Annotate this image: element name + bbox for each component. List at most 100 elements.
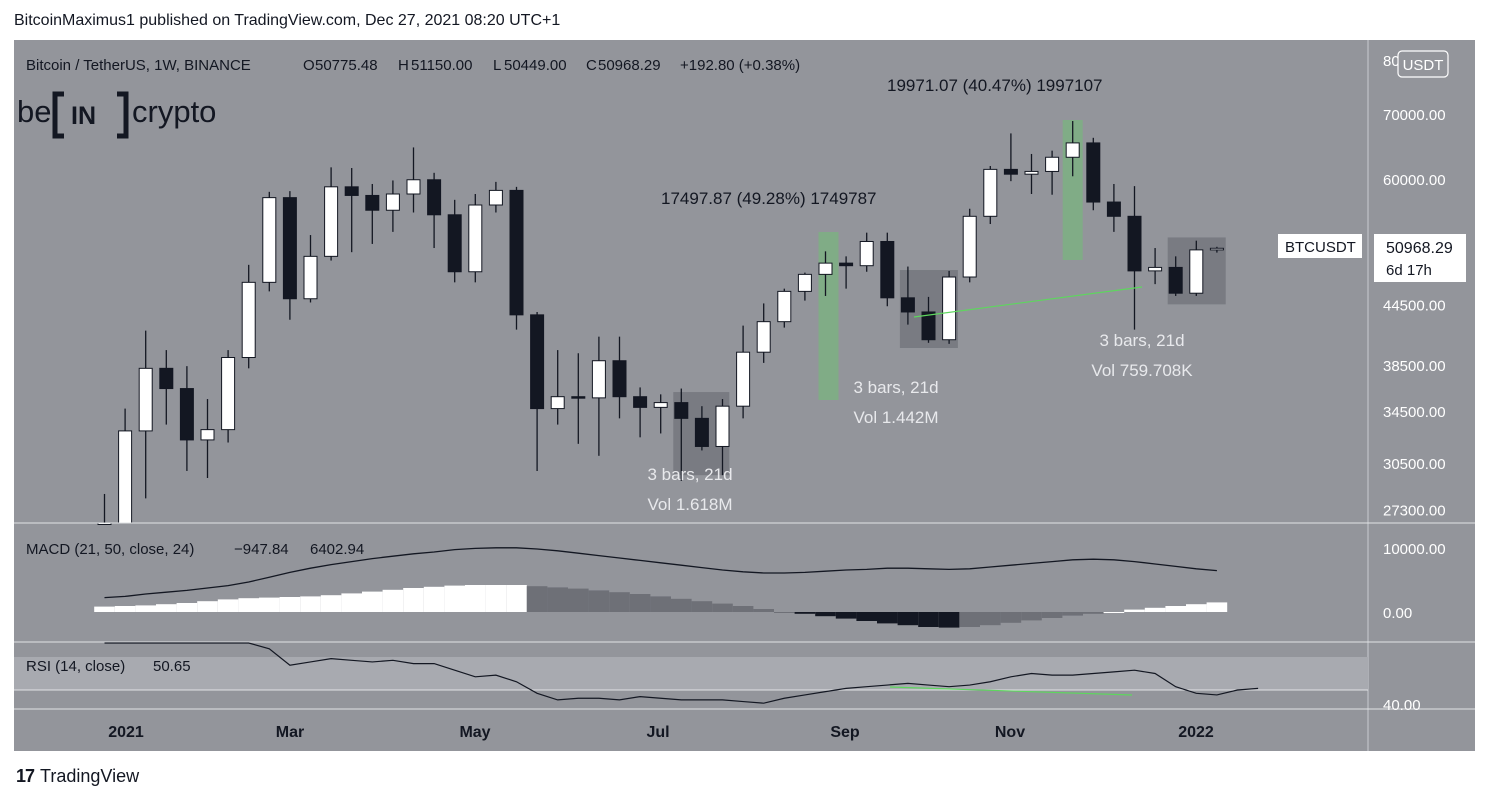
- time-axis-tick: 2021: [108, 724, 144, 741]
- candle-body: [900, 297, 915, 313]
- candle-body: [736, 351, 751, 407]
- macd-histogram-bar: [94, 606, 115, 612]
- macd-histogram-bar: [588, 590, 610, 612]
- candle-body: [921, 311, 936, 341]
- symbol-tag-text: BTCUSDT: [1285, 239, 1356, 256]
- macd-histogram-bar: [877, 612, 898, 624]
- candle-body: [859, 240, 874, 267]
- macd-histogram-bar: [300, 596, 321, 612]
- macd-histogram-bar: [1124, 609, 1145, 612]
- macd-histogram-bar: [918, 612, 939, 627]
- macd-histogram-bar: [341, 593, 362, 612]
- macd-histogram-bar: [980, 612, 1001, 626]
- macd-histogram-bar: [712, 603, 733, 612]
- macd-histogram-bar: [217, 599, 239, 612]
- legend-high: 51150.00: [411, 57, 472, 74]
- range-label-3-vol: Vol 759.708K: [1091, 361, 1193, 380]
- legend-close-label: C: [586, 57, 597, 74]
- macd-histogram-bar: [691, 601, 713, 612]
- price-axis-tick: 34500.00: [1383, 404, 1446, 421]
- candle-body: [324, 186, 339, 257]
- macd-histogram-bar: [1062, 612, 1083, 616]
- candle-body: [591, 360, 606, 399]
- macd-histogram-bar: [362, 591, 383, 612]
- chart-frame[interactable]: Bitcoin / TetherUS, 1W, BINANCE O 50775.…: [14, 40, 1475, 751]
- candle-body: [633, 396, 648, 408]
- candle-body: [653, 402, 668, 408]
- time-axis-tick: Nov: [995, 724, 1025, 741]
- candle-body: [962, 215, 977, 278]
- candle-body: [1045, 156, 1060, 172]
- candle-body: [571, 396, 586, 399]
- candle-body: [612, 360, 627, 398]
- candle-body: [303, 255, 318, 300]
- macd-value-2: 6402.94: [310, 541, 364, 558]
- legend-change: +192.80 (+0.38%): [680, 57, 800, 74]
- rsi-pane: [104, 642, 1259, 704]
- rsi-label: RSI (14, close): [26, 658, 125, 675]
- macd-histogram-bar: [1103, 612, 1125, 613]
- tradingview-brand: TradingView: [40, 766, 140, 786]
- candle-body: [530, 314, 545, 410]
- macd-histogram-bar: [1206, 602, 1228, 612]
- range-label-3-bars: 3 bars, 21d: [1099, 331, 1184, 350]
- last-price-tag: [1374, 234, 1466, 282]
- macd-histogram-bar: [1083, 612, 1104, 614]
- rsi-band: [14, 657, 1368, 690]
- macd-histogram-bar: [815, 612, 836, 617]
- candle-body: [138, 367, 153, 432]
- tradingview-logo-icon: 17: [16, 766, 35, 786]
- beincrypto-logo: be IN crypto: [17, 91, 216, 139]
- legend-low: 50449.00: [504, 57, 567, 74]
- candle-body: [344, 186, 359, 196]
- tradingview-footer[interactable]: 17 TradingView: [16, 766, 139, 787]
- legend-open: 50775.48: [315, 57, 378, 74]
- macd-histogram-bar: [259, 597, 280, 612]
- currency-badge[interactable]: [1397, 50, 1449, 78]
- time-axis-labels: 2021 Mar May Jul Sep Nov 2022: [108, 724, 1214, 741]
- macd-histogram-bar: [856, 612, 877, 621]
- macd-histogram-bar: [774, 612, 795, 613]
- rsi-divergence-line: [889, 686, 1133, 696]
- currency-badge-label: USDT: [1403, 57, 1444, 74]
- symbol-tag: [1278, 234, 1362, 258]
- candle-body: [942, 276, 957, 341]
- candle-body: [1065, 142, 1080, 158]
- candle-body: [818, 262, 833, 275]
- logo-right-text: crypto: [132, 94, 216, 129]
- macd-histogram-bar: [959, 612, 980, 627]
- macd-histogram-bar: [1186, 604, 1207, 612]
- candle-body: [365, 194, 380, 211]
- macd-histogram-bar: [382, 589, 404, 612]
- macd-histogram-bar: [485, 585, 507, 612]
- candle-body: [1127, 215, 1142, 272]
- macd-axis-0: 0.00: [1383, 605, 1412, 622]
- logo-mid-text: IN: [71, 102, 96, 130]
- macd-histogram-bar: [423, 586, 445, 612]
- candle-body: [1086, 142, 1101, 203]
- chart-canvas[interactable]: Bitcoin / TetherUS, 1W, BINANCE O 50775.…: [14, 40, 1475, 751]
- macd-histogram-bar: [156, 604, 177, 612]
- macd-histogram-bar: [568, 588, 589, 612]
- candle-body: [509, 189, 524, 316]
- candle-body: [797, 273, 812, 292]
- logo-brackets: [52, 91, 129, 139]
- candle-body: [839, 262, 854, 267]
- measure-label-1: 17497.87 (49.28%) 1749787: [661, 189, 877, 208]
- macd-histogram-bar: [238, 598, 259, 612]
- candle-body: [447, 214, 462, 273]
- candle-body: [1024, 170, 1039, 175]
- time-axis-tick: Mar: [276, 724, 304, 741]
- time-axis-tick: Sep: [830, 724, 860, 741]
- candles-layer: [97, 121, 1224, 525]
- candle-body: [1168, 266, 1183, 294]
- macd-histogram-bar: [753, 609, 774, 612]
- macd-histogram-bar: [465, 585, 486, 612]
- macd-pane: [94, 547, 1228, 628]
- time-axis-tick: May: [459, 724, 490, 741]
- rsi-value: 50.65: [153, 658, 191, 675]
- candle-body: [983, 168, 998, 217]
- macd-histogram-bar: [444, 585, 465, 612]
- bar-countdown: 6d 17h: [1386, 262, 1432, 279]
- legend-symbol: Bitcoin / TetherUS, 1W, BINANCE: [26, 57, 251, 74]
